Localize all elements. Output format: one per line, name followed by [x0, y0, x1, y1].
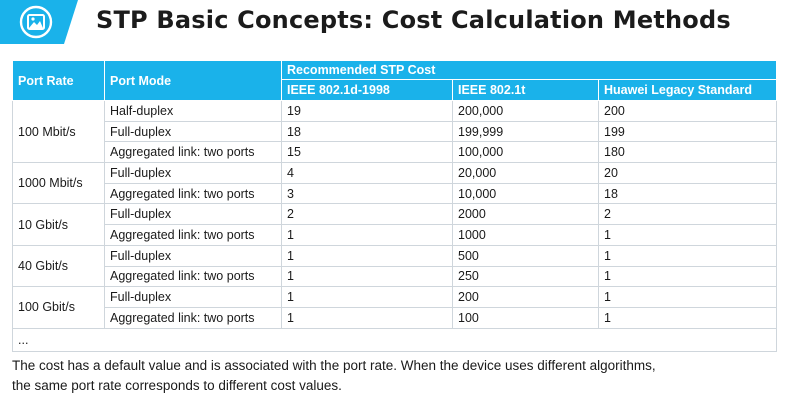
ieee-8021d-cost-cell: 1	[281, 224, 453, 246]
port-mode-cell: Aggregated link: two ports	[104, 306, 282, 329]
port-mode-cell: Aggregated link: two ports	[104, 182, 282, 205]
table-row: 100 Mbit/s Half-duplex 19 200,000 200	[12, 99, 777, 164]
title-badge	[0, 0, 78, 44]
header-recommended-stp-cost: Recommended STP Cost	[281, 60, 777, 80]
ieee-8021t-cost-cell: 200	[452, 286, 599, 308]
table-row: 40 Gbit/s Full-duplex 1 500 1	[12, 244, 777, 288]
ieee-8021t-cost-cell: 2000	[452, 203, 599, 226]
table-row: Aggregated link: two ports 1 250 1	[13, 265, 777, 288]
ieee-8021t-cost-cell: 500	[452, 244, 599, 267]
ieee-8021d-cost-cell: 4	[281, 162, 453, 184]
ieee-8021t-cost-cell: 200,000	[452, 100, 599, 122]
ieee-8021t-cost-cell: 10,000	[452, 182, 599, 205]
table-row: 10 Gbit/s Full-duplex 2 2000 2	[12, 203, 777, 246]
port-rate-cell: 100 Mbit/s	[12, 99, 105, 164]
page-title: STP Basic Concepts: Cost Calculation Met…	[96, 6, 731, 34]
huawei-legacy-cost-cell: 1	[598, 244, 777, 267]
footnote-line: the same port rate corresponds to differ…	[12, 378, 342, 393]
footnote: The cost has a default value and is asso…	[12, 356, 782, 396]
port-rate-cell: 10 Gbit/s	[12, 203, 105, 246]
huawei-legacy-cost-cell: 1	[598, 224, 777, 246]
ieee-8021d-cost-cell: 1	[281, 306, 453, 329]
ieee-8021d-cost-cell: 15	[281, 141, 453, 164]
huawei-legacy-cost-cell: 1	[598, 306, 777, 329]
port-mode-cell: Full-duplex	[104, 244, 282, 267]
port-mode-cell: Full-duplex	[104, 120, 282, 143]
table-row: 1000 Mbit/s Full-duplex 4 20,000 20	[12, 162, 777, 205]
table-row: 100 Gbit/s Full-duplex 1 200 1	[12, 286, 777, 329]
table-row: Aggregated link: two ports 1 100 1	[13, 306, 777, 329]
huawei-legacy-cost-cell: 199	[598, 120, 777, 143]
ieee-8021d-cost-cell: 1	[281, 265, 453, 288]
port-mode-cell: Aggregated link: two ports	[104, 224, 282, 246]
port-mode-cell: Half-duplex	[104, 100, 282, 122]
ieee-8021d-cost-cell: 1	[281, 244, 453, 267]
stp-cost-table: Port Rate Port Mode Recommended STP Cost…	[12, 60, 777, 352]
huawei-legacy-cost-cell: 18	[598, 182, 777, 205]
ieee-8021t-cost-cell: 100	[452, 306, 599, 329]
header-port-rate: Port Rate	[12, 60, 105, 101]
image-icon	[0, 0, 78, 44]
ieee-8021d-cost-cell: 19	[281, 100, 453, 122]
table-row: Full-duplex 18 199,999 199	[13, 120, 777, 143]
port-mode-cell: Full-duplex	[104, 162, 282, 184]
page-header: STP Basic Concepts: Cost Calculation Met…	[0, 0, 786, 48]
huawei-legacy-cost-cell: 1	[598, 286, 777, 308]
ieee-8021t-cost-cell: 199,999	[452, 120, 599, 143]
port-rate-cell: 40 Gbit/s	[12, 244, 105, 288]
port-rate-cell: 100 Gbit/s	[12, 286, 105, 329]
table-row: Aggregated link: two ports 1 1000 1	[13, 224, 777, 246]
footnote-line: The cost has a default value and is asso…	[12, 358, 656, 373]
port-mode-cell: Aggregated link: two ports	[104, 265, 282, 288]
ellipsis-cell: ...	[12, 327, 777, 352]
port-mode-cell: Full-duplex	[104, 286, 282, 308]
huawei-legacy-cost-cell: 2	[598, 203, 777, 226]
huawei-legacy-cost-cell: 1	[598, 265, 777, 288]
port-mode-cell: Aggregated link: two ports	[104, 141, 282, 164]
ieee-8021t-cost-cell: 20,000	[452, 162, 599, 184]
huawei-legacy-cost-cell: 20	[598, 162, 777, 184]
ieee-8021d-cost-cell: 1	[281, 286, 453, 308]
header-port-mode: Port Mode	[104, 60, 282, 101]
port-mode-cell: Full-duplex	[104, 203, 282, 226]
table-row: ...	[12, 327, 777, 352]
huawei-legacy-cost-cell: 180	[598, 141, 777, 164]
ieee-8021d-cost-cell: 2	[281, 203, 453, 226]
ieee-8021t-cost-cell: 100,000	[452, 141, 599, 164]
header-ieee-8021d-1998: IEEE 802.1d-1998	[281, 79, 453, 101]
header-huawei-legacy: Huawei Legacy Standard	[598, 79, 777, 101]
ieee-8021d-cost-cell: 18	[281, 120, 453, 143]
ieee-8021d-cost-cell: 3	[281, 182, 453, 205]
ieee-8021t-cost-cell: 1000	[452, 224, 599, 246]
ieee-8021t-cost-cell: 250	[452, 265, 599, 288]
huawei-legacy-cost-cell: 200	[598, 100, 777, 122]
port-rate-cell: 1000 Mbit/s	[12, 162, 105, 205]
header-ieee-8021t: IEEE 802.1t	[452, 79, 599, 101]
table-body: 100 Mbit/s Half-duplex 19 200,000 200 Full-du…	[12, 99, 777, 352]
table-row: Aggregated link: two ports 3 10,000 18	[13, 182, 777, 205]
table-row: Aggregated link: two ports 15 100,000 180	[13, 141, 777, 164]
